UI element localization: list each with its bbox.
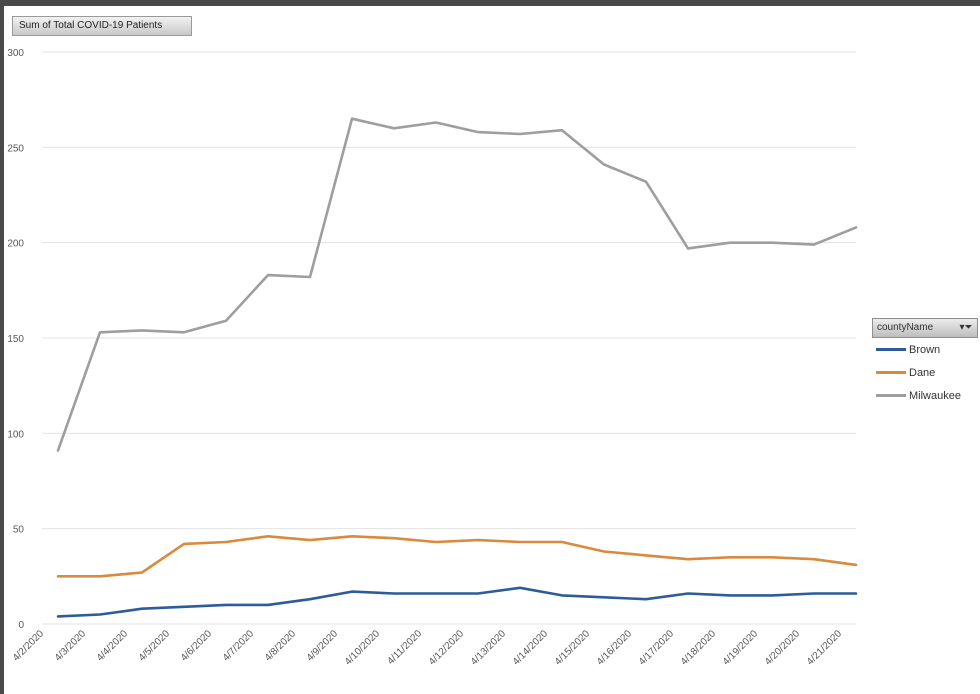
y-tick-label: 250 [7,143,24,154]
series-line-dane [56,534,858,578]
series-lines [56,117,858,618]
x-tick-label: 4/3/2020 [53,628,89,664]
x-tick-label: 4/17/2020 [637,628,677,668]
line-chart: 0 50 100 150 200 250 300 4/2/2020 4/3/2020 4/4/2… [7,48,858,668]
gridlines [42,51,856,625]
legend-label: Milwaukee [909,389,961,402]
x-tick-label: 4/21/2020 [805,628,845,668]
legend-items: Brown Dane Milwaukee [872,338,978,407]
x-axis-ticks: 4/2/2020 4/3/2020 4/4/2020 4/5/2020 4/6/2020… [11,628,845,668]
x-tick-label: 4/8/2020 [263,628,299,664]
x-tick-label: 4/19/2020 [721,628,761,668]
x-tick-label: 4/10/2020 [343,628,383,668]
legend: countyName ▾⏷ Brown Dane Milwaukee [872,318,978,407]
x-tick-label: 4/18/2020 [679,628,719,668]
x-tick-label: 4/9/2020 [305,628,341,664]
chart-frame: Sum of Total COVID-19 Patients 0 50 100 150… [4,6,980,694]
pivot-value-field-button[interactable]: Sum of Total COVID-19 Patients [12,16,192,36]
y-axis-ticks: 0 50 100 150 200 250 300 [7,48,24,631]
x-tick-label: 4/14/2020 [511,628,551,668]
legend-field-button[interactable]: countyName ▾⏷ [872,318,978,338]
x-tick-label: 4/11/2020 [385,628,424,667]
x-tick-label: 4/20/2020 [763,628,803,668]
legend-item-milwaukee: Milwaukee [872,384,978,407]
x-tick-label: 4/4/2020 [95,628,131,664]
legend-swatch [876,348,906,351]
legend-field-label: countyName [877,322,934,333]
filter-dropdown-icon[interactable]: ▾⏷ [959,322,973,333]
x-tick-label: 4/2/2020 [11,628,47,664]
y-tick-label: 150 [7,334,24,345]
y-tick-label: 0 [18,620,24,631]
y-tick-label: 100 [7,429,24,440]
legend-label: Brown [909,343,941,356]
x-tick-label: 4/15/2020 [553,628,593,668]
series-line-brown [56,586,858,618]
x-tick-label: 4/13/2020 [469,628,509,668]
x-tick-label: 4/16/2020 [595,628,635,668]
x-tick-label: 4/5/2020 [137,628,173,664]
x-tick-label: 4/12/2020 [427,628,467,668]
x-tick-label: 4/7/2020 [221,628,257,664]
y-tick-label: 50 [13,525,25,536]
legend-swatch [876,371,906,374]
legend-swatch [876,394,906,397]
legend-item-dane: Dane [872,361,978,384]
y-tick-label: 200 [7,239,24,250]
legend-item-brown: Brown [872,338,978,361]
legend-label: Dane [909,366,936,379]
x-tick-label: 4/6/2020 [179,628,215,664]
y-tick-label: 300 [7,48,24,59]
series-line-milwaukee [56,117,858,452]
